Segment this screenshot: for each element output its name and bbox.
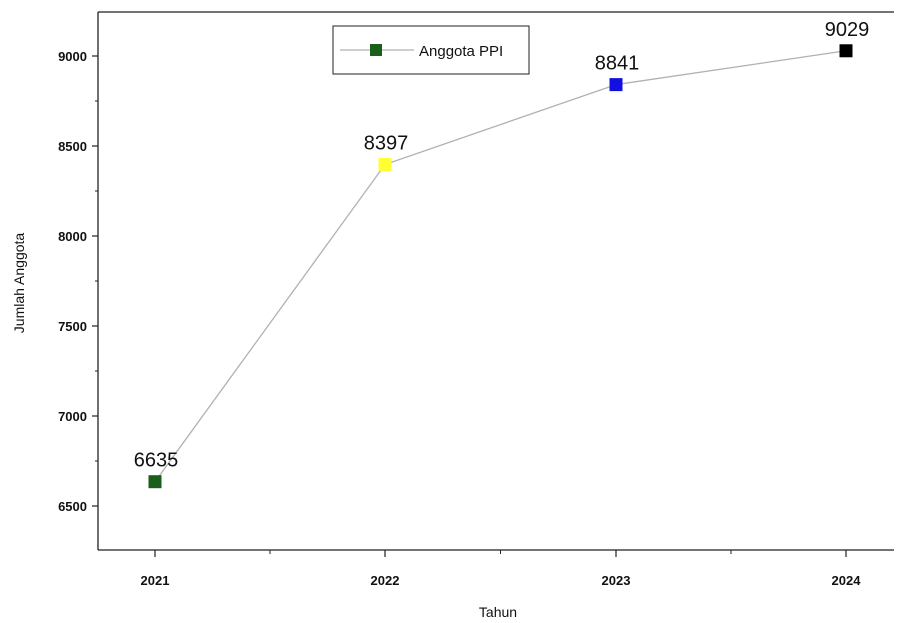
legend-marker [370, 44, 382, 56]
data-point-marker [839, 44, 853, 58]
y-tick-label: 7000 [58, 409, 87, 424]
y-tick-label: 7500 [58, 319, 87, 334]
y-tick-label: 8000 [58, 229, 87, 244]
x-tick-label: 2022 [371, 573, 400, 588]
x-axis-title: Tahun [479, 604, 517, 620]
data-value-label: 8397 [364, 133, 409, 155]
x-tick-label: 2023 [602, 573, 631, 588]
data-point-marker [378, 158, 392, 172]
series-line [154, 50, 847, 483]
data-labels: 6635 8397 8841 9029 [134, 19, 870, 472]
data-value-label: 8841 [595, 53, 640, 75]
data-value-label: 9029 [825, 19, 870, 41]
x-tick-label: 2024 [832, 573, 862, 588]
series-line-anggota-ppi [154, 50, 847, 483]
y-tick-label: 8500 [58, 139, 87, 154]
legend-label: Anggota PPI [419, 43, 503, 60]
data-value-label: 6635 [134, 450, 179, 472]
y-axis-title: Jumlah Anggota [11, 233, 27, 334]
y-tick-label: 6500 [58, 499, 87, 514]
data-markers [148, 44, 853, 489]
legend: Anggota PPI [332, 25, 530, 75]
y-tick-label: 9000 [58, 49, 87, 64]
data-point-marker [609, 78, 623, 92]
data-point-marker [148, 475, 162, 489]
tick-marks: 6500 7000 7500 8000 8500 9000 2021 2022 2023 2024 [58, 49, 861, 588]
x-tick-label: 2021 [141, 573, 170, 588]
